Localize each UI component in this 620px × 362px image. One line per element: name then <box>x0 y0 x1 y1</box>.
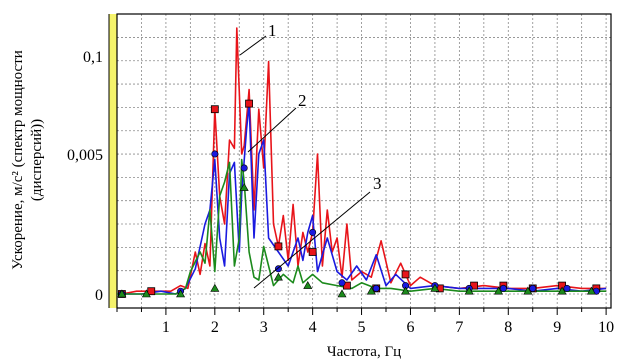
series-2-marker <box>274 265 282 273</box>
series-3-marker <box>337 289 347 298</box>
x-tick-label: 6 <box>406 319 414 336</box>
series-3-marker <box>117 289 127 298</box>
annotation-label-1: 1 <box>268 21 277 40</box>
x-tick-label: 1 <box>162 319 170 336</box>
series-2-marker <box>563 284 571 292</box>
x-tick-label: 3 <box>260 319 268 336</box>
annotations-layer: 1 2 3 <box>239 21 382 289</box>
x-tick-label: 7 <box>455 319 463 336</box>
series-1-marker <box>308 248 317 256</box>
series-1-marker <box>401 270 410 279</box>
x-tick-label: 2 <box>211 319 219 336</box>
series-2-marker <box>309 228 317 236</box>
series-3-marker <box>176 289 186 298</box>
series-3-marker <box>273 272 283 281</box>
series-1-marker <box>147 287 156 296</box>
plot-frame <box>116 13 612 309</box>
annotation-label-3: 3 <box>373 174 382 193</box>
series-3-marker <box>523 286 533 295</box>
x-axis-label: Частота, Гц <box>327 344 401 360</box>
series-2-marker <box>372 284 380 292</box>
annotation-label-2: 2 <box>298 91 307 110</box>
x-tick-label: 4 <box>309 319 317 336</box>
markers-layer <box>117 99 601 298</box>
x-tick-label: 10 <box>598 319 614 336</box>
y-tick-label: 0,1 <box>83 49 103 66</box>
y-tick-labels: 0 0,005 0,1 <box>67 49 103 304</box>
x-tick-label: 9 <box>553 319 561 336</box>
series-3-marker <box>303 280 313 289</box>
series-3-marker <box>430 283 440 292</box>
series-3-marker <box>401 286 411 295</box>
annotation-leader-3 <box>253 191 371 289</box>
series-3-marker <box>210 283 220 292</box>
y-tick-label: 0,005 <box>67 147 103 164</box>
series-2-marker <box>240 164 248 172</box>
series-1-marker <box>210 105 219 114</box>
series-2-marker <box>211 150 219 158</box>
series-3-marker <box>586 286 596 295</box>
series-2-marker <box>338 279 346 287</box>
series-3-marker <box>239 182 249 191</box>
series-1-marker <box>245 99 253 108</box>
plot-left-strip <box>109 14 117 308</box>
series-3-marker <box>366 286 376 295</box>
series-3-marker <box>557 286 567 295</box>
series-3-marker <box>464 286 474 295</box>
y-axis-label: Ускорение, м/с² (спектр мощности (диспер… <box>10 50 45 270</box>
x-tick-labels: 1 2 3 4 5 6 7 8 9 10 <box>116 308 614 336</box>
series-2-marker <box>499 284 507 292</box>
series-1-marker <box>274 242 283 251</box>
annotation-leader-2 <box>247 107 297 153</box>
y-axis-label-line1: Ускорение, м/с² (спектр мощности <box>10 50 26 270</box>
series-line-2 <box>117 102 607 295</box>
y-axis-label-line2: (дисперсий)) <box>29 119 45 201</box>
y-tick-label: 0 <box>95 287 103 304</box>
x-tick-label: 5 <box>358 319 366 336</box>
annotation-leader-1 <box>239 35 267 56</box>
series-3-marker <box>141 289 151 298</box>
x-tick-label: 8 <box>504 319 512 336</box>
series-3-marker <box>493 286 504 295</box>
series-2-marker <box>529 284 537 292</box>
